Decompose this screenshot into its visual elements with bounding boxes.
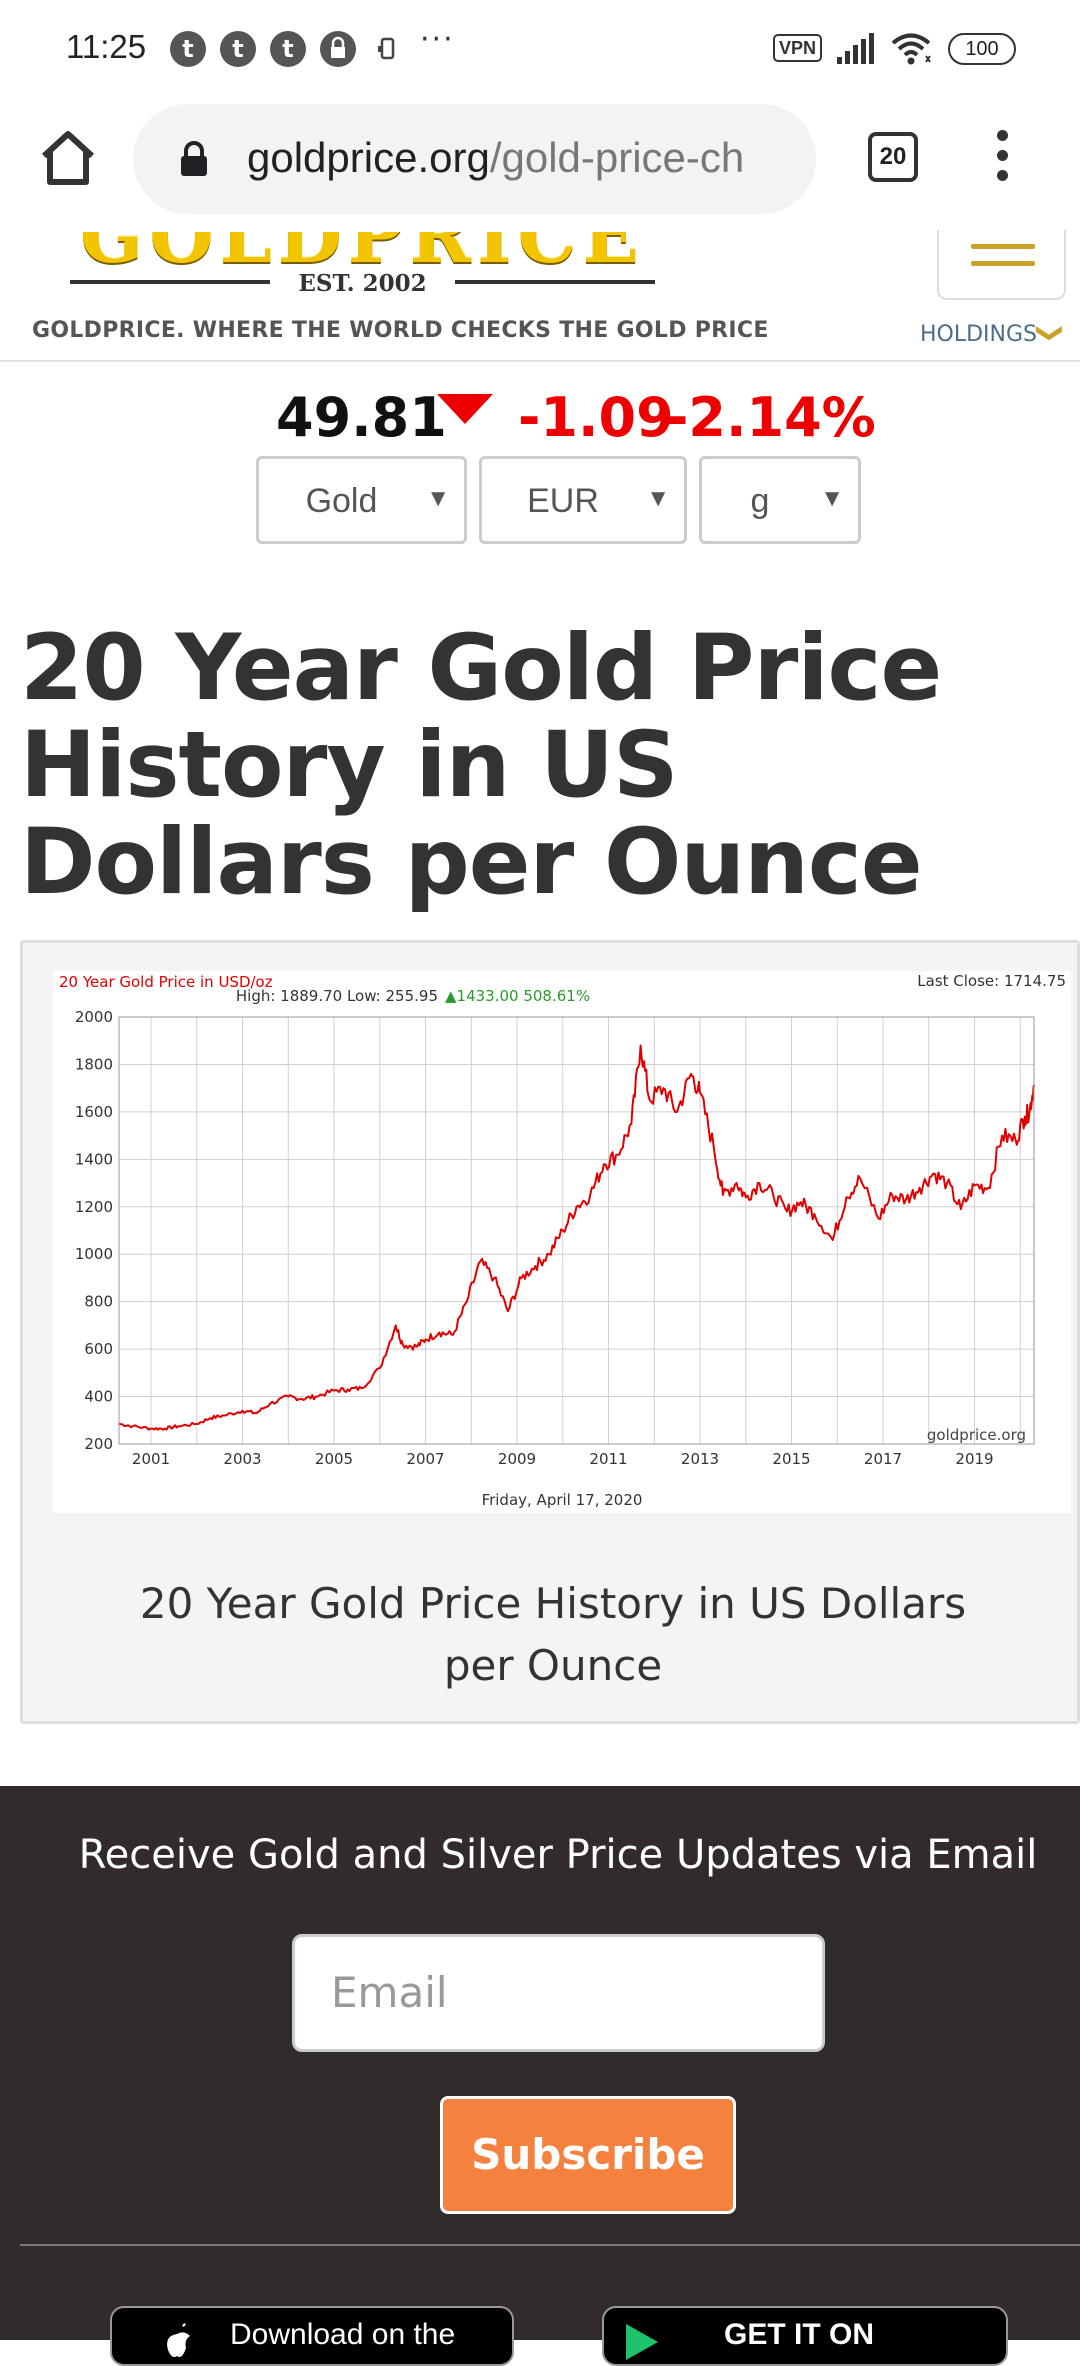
newsletter-section: Receive Gold and Silver Price Updates vi… [0, 1786, 1080, 2366]
metal-select[interactable]: Gold ▼ [256, 456, 467, 544]
x-tick-label: 2001 [132, 1450, 170, 1468]
chart-high-low: High: 1889.70 Low: 255.95 [236, 987, 438, 1005]
x-tick-label: 2013 [681, 1450, 719, 1468]
plot-frame [118, 1016, 1035, 1445]
metal-select-value: Gold [305, 482, 378, 520]
site-header: GOLDPRICE EST. 2002 GOLDPRICE. WHERE THE… [0, 230, 1080, 362]
goldprice-logo[interactable]: GOLDPRICE EST. 2002 [70, 232, 655, 300]
email-field[interactable]: Email [292, 1934, 825, 2052]
current-price: 49.81 [276, 386, 447, 449]
lock-icon [181, 141, 207, 176]
logo-wordmark: GOLDPRICE [80, 232, 645, 280]
y-tick-label: 1600 [75, 1103, 113, 1121]
status-time: 11:25 [66, 28, 147, 65]
tumblr-notification-icon: t [220, 31, 256, 67]
play-store-badge[interactable]: GET IT ON [602, 2306, 1008, 2366]
y-tick-label: 800 [84, 1293, 113, 1311]
chevron-down-icon: ❯ [1034, 322, 1065, 344]
browser-toolbar: goldprice.org/gold-price-ch 20 [0, 96, 1080, 232]
more-notifications-icon: ··· [420, 22, 455, 57]
dropdown-arrow-icon: ▼ [820, 485, 844, 512]
hamburger-icon-bar [971, 244, 1035, 249]
logo-established: EST. 2002 [298, 270, 427, 297]
tumblr-notification-icon: t [170, 31, 206, 67]
chart-caption: 20 Year Gold Price History in US Dollars… [139, 1579, 967, 1690]
chart-gain: ▲1433.00 508.61% [445, 987, 590, 1005]
x-tick-label: 2009 [498, 1450, 536, 1468]
lock-notification-icon [320, 31, 356, 67]
chart-watermark: goldprice.org [927, 1426, 1026, 1444]
dropdown-arrow-icon: ▼ [646, 485, 670, 512]
play-store-label: GET IT ON [724, 2318, 874, 2351]
dropdown-arrow-icon: ▼ [426, 485, 450, 512]
site-menu-button[interactable] [937, 230, 1066, 300]
app-store-label: Download on the [230, 2318, 456, 2351]
home-icon [41, 131, 95, 185]
price-ticker: 49.81 -1.09 -2.14% [0, 370, 1080, 460]
x-tick-label: 2017 [864, 1450, 902, 1468]
price-change: -1.09 [518, 386, 674, 449]
price-change-percent: -2.14% [666, 386, 876, 449]
x-tick-label: 2015 [772, 1450, 810, 1468]
chart-title: 20 Year Gold Price in USD/oz [59, 973, 273, 991]
chart-date: Friday, April 17, 2020 [482, 1491, 643, 1509]
dot [996, 130, 1008, 141]
x-tick-label: 2011 [589, 1450, 627, 1468]
app-store-badge[interactable]: Download on the [110, 2306, 514, 2366]
x-tick-label: 2007 [406, 1450, 444, 1468]
home-button[interactable] [36, 126, 100, 190]
price-down-icon [437, 394, 493, 424]
google-play-icon [626, 2324, 658, 2360]
vpn-icon: VPN [773, 34, 823, 62]
x-tick-label: 2003 [223, 1450, 261, 1468]
y-tick-label: 1800 [75, 1055, 113, 1073]
price-series-line [118, 1044, 1035, 1431]
url-text: goldprice.org/gold-price-ch [247, 134, 807, 182]
logo-rule [455, 280, 655, 284]
chart-card: 20 Year Gold Price in USD/oz Last Close:… [20, 940, 1080, 1724]
subscribe-button[interactable]: Subscribe [440, 2096, 736, 2214]
holdings-link[interactable]: HOLDINGS❯ [920, 318, 1065, 348]
y-tick-label: 200 [84, 1435, 113, 1453]
y-tick-label: 1400 [75, 1150, 113, 1168]
chart-svg: 20 Year Gold Price in USD/oz Last Close:… [59, 972, 1066, 1509]
battery-icon: 100 [948, 33, 1016, 65]
y-tick-label: 400 [84, 1388, 113, 1406]
dot [996, 150, 1008, 161]
url-domain: goldprice.org [247, 134, 490, 181]
newsletter-heading: Receive Gold and Silver Price Updates vi… [78, 1832, 1038, 1878]
wifi-icon [890, 30, 936, 68]
tab-switcher-button[interactable]: 20 [868, 132, 918, 182]
unit-select-value: g [750, 482, 770, 520]
gold-price-chart: 20 Year Gold Price in USD/oz Last Close:… [53, 971, 1071, 1513]
y-tick-label: 2000 [75, 1008, 113, 1026]
url-path: /gold-price-ch [489, 134, 745, 181]
y-tick-label: 1000 [75, 1245, 113, 1263]
page-title: 20 Year Gold Price History in US Dollars… [20, 616, 942, 915]
address-bar[interactable]: goldprice.org/gold-price-ch [133, 104, 816, 214]
y-tick-label: 1200 [75, 1198, 113, 1216]
tumblr-notification-icon: t [270, 31, 306, 67]
browser-menu-button[interactable] [990, 130, 1014, 190]
x-tick-label: 2019 [955, 1450, 993, 1468]
holdings-label: HOLDINGS [920, 322, 1038, 347]
x-tick-label: 2005 [315, 1450, 353, 1468]
status-bar: 11:25 t t t ··· VPN 100 [0, 0, 1080, 96]
phone-notification-icon [378, 36, 396, 62]
apple-icon [167, 2323, 190, 2358]
signal-icon [835, 33, 875, 65]
currency-select-value: EUR [527, 482, 599, 520]
y-tick-label: 600 [84, 1340, 113, 1358]
logo-rule [70, 280, 270, 284]
unit-select[interactable]: g ▼ [699, 456, 861, 544]
chart-last-close: Last Close: 1714.75 [917, 972, 1066, 990]
dot [996, 170, 1008, 181]
currency-select[interactable]: EUR ▼ [479, 456, 687, 544]
hamburger-icon-bar [971, 261, 1035, 266]
section-divider [20, 2244, 1080, 2246]
site-tagline: GOLDPRICE. WHERE THE WORLD CHECKS THE GO… [32, 318, 769, 343]
